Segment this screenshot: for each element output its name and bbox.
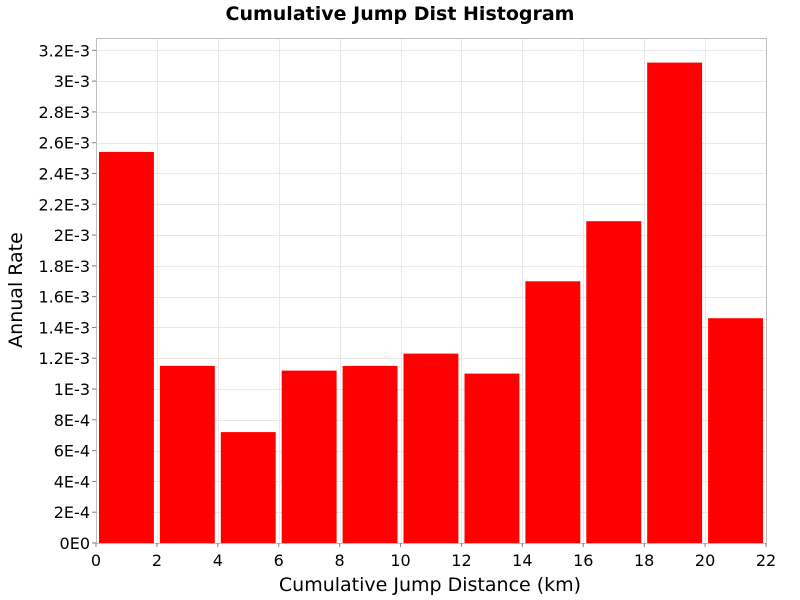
histogram-bar	[220, 432, 276, 543]
x-axis: 0 2 4 6 8 10 12 14 16 18 20 22	[91, 543, 776, 570]
x-tick-label: 18	[634, 551, 654, 570]
y-tick-label: 2.4E-3	[38, 164, 90, 183]
y-tick-label: 2E-4	[54, 503, 90, 522]
y-tick-label: 0E0	[60, 534, 90, 553]
x-tick-label: 22	[756, 551, 776, 570]
y-tick-label: 3.2E-3	[38, 41, 90, 60]
y-tick-label: 2.2E-3	[38, 195, 90, 214]
histogram-bar	[342, 365, 398, 543]
histogram-bar	[403, 353, 459, 543]
x-tick-label: 2	[152, 551, 162, 570]
x-tick-label: 6	[274, 551, 284, 570]
y-tick-label: 1.6E-3	[38, 288, 90, 307]
histogram-bar	[281, 370, 337, 543]
y-tick-label: 2E-3	[54, 226, 90, 245]
x-tick-label: 0	[91, 551, 101, 570]
y-tick-label: 1.8E-3	[38, 257, 90, 276]
y-axis-label: Annual Rate	[5, 232, 27, 348]
y-tick-label: 1.4E-3	[38, 318, 90, 337]
x-tick-label: 16	[573, 551, 593, 570]
y-tick-label: 1.2E-3	[38, 349, 90, 368]
y-axis: 0E0 2E-4 4E-4 6E-4 8E-4 1E-3 1.2E-3 1.4E-3 1.6E-…	[38, 41, 96, 553]
y-tick-label: 6E-4	[54, 442, 90, 461]
histogram-bar	[464, 373, 520, 543]
histogram-bar	[647, 62, 703, 543]
y-tick-label: 1E-3	[54, 380, 90, 399]
histogram-bar	[525, 281, 581, 543]
y-tick-label: 8E-4	[54, 411, 90, 430]
x-tick-label: 20	[695, 551, 715, 570]
plot-area-border	[96, 38, 767, 544]
bars	[99, 62, 763, 543]
x-tick-label: 12	[451, 551, 471, 570]
histogram-bar	[708, 318, 763, 543]
x-tick-label: 10	[390, 551, 410, 570]
histogram-bar	[159, 365, 215, 543]
histogram-bar	[99, 151, 154, 543]
chart-title: Cumulative Jump Dist Histogram	[226, 3, 575, 25]
histogram-bar	[586, 221, 642, 543]
x-tick-label: 4	[213, 551, 223, 570]
x-axis-label: Cumulative Jump Distance (km)	[279, 574, 581, 596]
y-tick-label: 3E-3	[54, 72, 90, 91]
y-tick-label: 2.8E-3	[38, 103, 90, 122]
y-tick-label: 2.6E-3	[38, 134, 90, 153]
x-tick-label: 14	[512, 551, 532, 570]
x-tick-label: 8	[335, 551, 345, 570]
y-tick-label: 4E-4	[54, 472, 90, 491]
